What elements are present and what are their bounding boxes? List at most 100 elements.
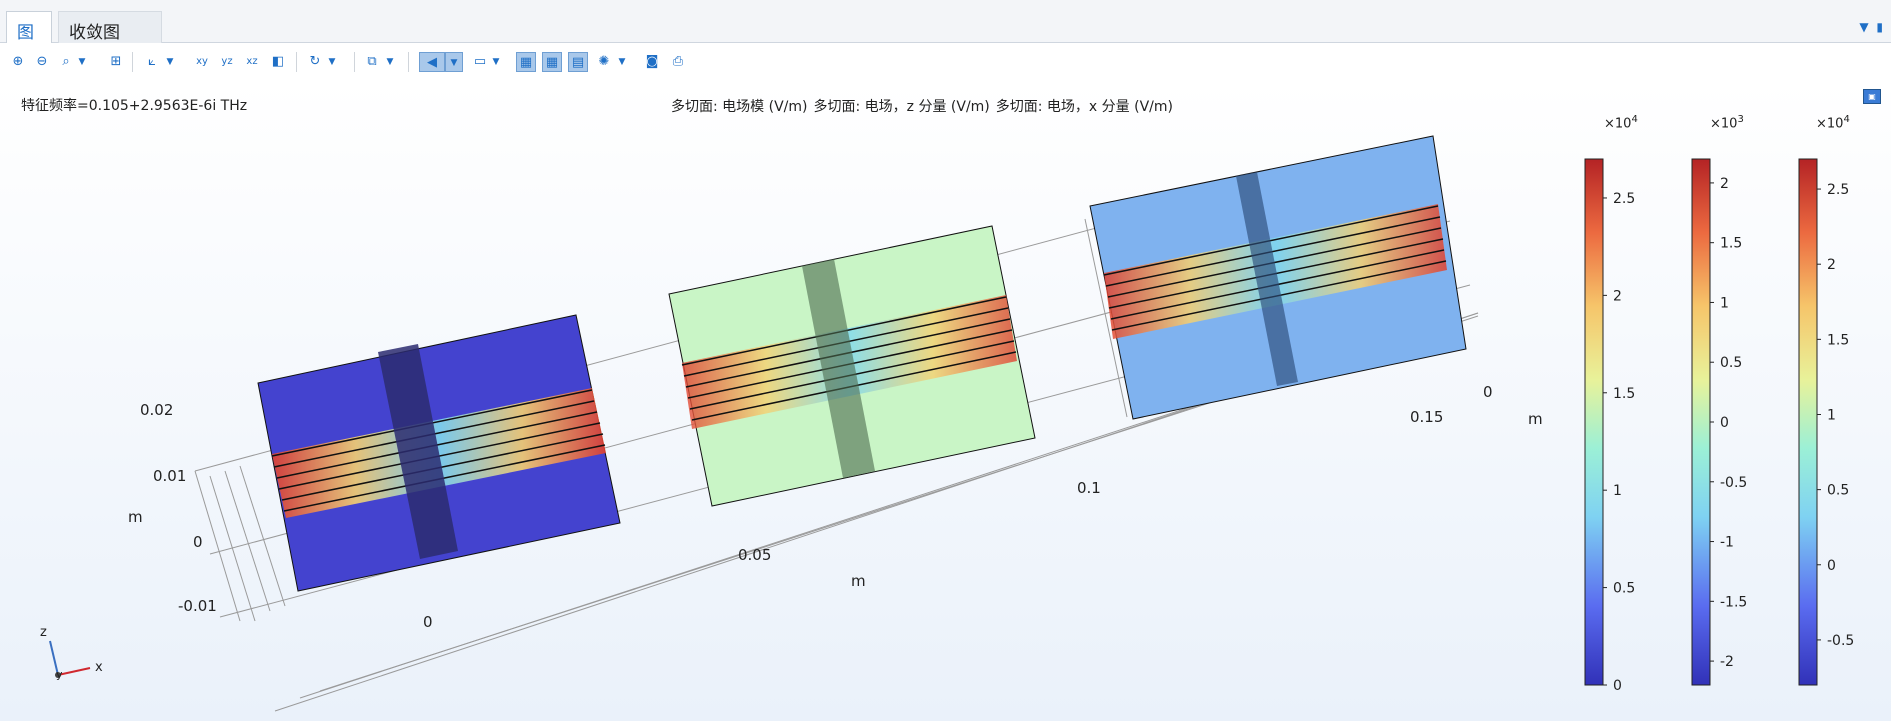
x-tick-label: 0.1 — [1077, 479, 1101, 497]
camera-icon[interactable]: ◙ — [645, 54, 659, 69]
print-icon[interactable]: ⎙ — [672, 54, 684, 69]
plot-title-part: 多切面: 电场，z 分量 (V/m) — [813, 99, 990, 115]
colorbar-tick-label: 0.5 — [1613, 581, 1635, 597]
colorbar-tick-label: -2 — [1720, 654, 1734, 670]
slice-block-norm-cut — [378, 344, 458, 559]
x-tick-label: 0.05 — [738, 546, 771, 564]
chevron-down-icon[interactable]: ▼ — [386, 57, 394, 67]
y-tick-label: 0 — [1483, 383, 1493, 401]
colorbar-tick-label: 1.5 — [1720, 236, 1742, 252]
z-tick-label: 0.01 — [153, 467, 186, 485]
triad-x-label: x — [95, 660, 103, 675]
plot-title: 多切面: 电场模 (V/m) 多切面: 电场，z 分量 (V/m) 多切面: 电场，… — [671, 96, 1173, 116]
chevron-down-icon[interactable]: ▼ — [78, 57, 86, 67]
show-grid-icon[interactable]: ▦ — [542, 52, 562, 72]
colorbar-exponent: ×103 — [1710, 114, 1744, 132]
transparency-icon[interactable]: ◧ — [271, 54, 285, 69]
z-tick-label: 0 — [193, 533, 203, 551]
y-axis-unit: m — [1528, 410, 1543, 428]
colorbar-tick-label: -0.5 — [1827, 633, 1854, 649]
z-tick-label: 0.02 — [140, 401, 173, 419]
view-xy-icon[interactable]: xy — [196, 56, 208, 67]
axis-labels: 0.02 0.01 0 -0.01 m 0 0.05 0.1 0.15 m 0 … — [128, 383, 1543, 631]
colorbar-exponent-power: 4 — [1843, 114, 1850, 125]
chevron-down-icon[interactable]: ▼ — [328, 57, 336, 67]
tab-bar: 图形 收敛图 1✕ ▼ ▮ — [0, 0, 1891, 68]
colorbar-tick-label: 2 — [1613, 288, 1622, 304]
colorbar-exponent: ×104 — [1816, 114, 1850, 132]
colorbar-tick-label: 1.5 — [1613, 386, 1635, 402]
view-xz-icon[interactable]: xz — [246, 56, 258, 67]
colorbar-tick-label: -0.5 — [1720, 475, 1747, 491]
colorbar-tick-label: 2 — [1720, 176, 1729, 192]
zoom-extents-icon[interactable]: ⊞ — [110, 54, 122, 69]
toolbar-divider — [354, 52, 355, 72]
colorbar-tick-label: 0 — [1720, 415, 1729, 431]
render-icon[interactable]: ✺ — [598, 54, 610, 69]
tab-convergence-plot[interactable]: 收敛图 1✕ — [58, 11, 162, 63]
colorbar-tick-label: 0.5 — [1827, 483, 1849, 499]
scene-light-icon[interactable]: ◀ — [419, 52, 445, 72]
rotate-icon[interactable]: ↻ — [309, 54, 321, 69]
colorbar-3 — [1798, 158, 1818, 686]
colorbar-tick-label: 1 — [1827, 407, 1836, 423]
show-legend-icon[interactable]: ▦ — [516, 52, 536, 72]
colorbar-2 — [1691, 158, 1711, 686]
z-tick-label: -0.01 — [178, 597, 217, 615]
plot-title-part: 多切面: 电场，x 分量 (V/m) — [995, 99, 1173, 115]
graphics-toolbar: ⊕ ⊖ ⌕ ▼ ⊞ ⟀ ▼ xy yz xz ◧ ↻ ▼ ⧉ ▼ ◀ ▼ ▭ ▼… — [0, 43, 1891, 81]
z-axis-unit: m — [128, 508, 143, 526]
chevron-down-icon[interactable]: ▼ — [492, 57, 500, 67]
colorbar-1 — [1584, 158, 1604, 686]
zoom-in-icon[interactable]: ⊕ — [12, 54, 24, 69]
colorbar-tick-label: 1.5 — [1827, 332, 1849, 348]
colorbar-tick-label: 2 — [1827, 257, 1836, 273]
x-axis-unit: m — [851, 572, 866, 590]
colorbar-tick-label: -1 — [1720, 535, 1734, 551]
axis-orientation-icon[interactable]: ⟀ — [148, 54, 156, 69]
colorbar-tick-label: 2.5 — [1613, 191, 1635, 207]
toolbar-divider — [132, 52, 133, 72]
colorbar-exponent-power: 4 — [1631, 114, 1638, 125]
colorbar-exponent: ×104 — [1604, 114, 1638, 132]
triad-y-label: y — [56, 668, 63, 681]
colorbar-tick-label: 0.5 — [1720, 355, 1742, 371]
colorbar-tick-label: -1.5 — [1720, 594, 1747, 610]
colorbar-tick-label: 2.5 — [1827, 182, 1849, 198]
colorbar-tick-label: 1 — [1613, 483, 1622, 499]
tab-graphics[interactable]: 图形 — [6, 11, 52, 68]
show-axis-icon[interactable]: ▤ — [568, 52, 588, 72]
chevron-down-icon[interactable]: ▼ — [445, 52, 463, 72]
pin-icon[interactable]: ▮ — [1876, 20, 1883, 34]
x-tick-label: 0 — [423, 613, 433, 631]
chevron-down-icon[interactable]: ▼ — [618, 57, 626, 67]
slice-block-x-cut — [1236, 172, 1298, 386]
colorbar-tick-label: 1 — [1720, 295, 1729, 311]
slice-block-z-cut — [802, 259, 875, 478]
chevron-down-icon[interactable]: ▼ — [166, 57, 174, 67]
axis-triad: z y x — [40, 625, 103, 681]
slice-block-z — [668, 225, 1036, 507]
tab-tools: ▼ ▮ — [1859, 20, 1883, 34]
chevron-down-icon[interactable]: ▼ — [1859, 20, 1869, 34]
snapshot-icon[interactable]: ▣ — [1863, 89, 1881, 104]
view-yz-icon[interactable]: yz — [221, 56, 233, 67]
toolbar-divider — [408, 52, 409, 72]
select-box-icon[interactable]: ▭ — [473, 54, 487, 69]
views-icon[interactable]: ⧉ — [367, 54, 377, 69]
x-tick-label: 0.15 — [1410, 408, 1443, 426]
toolbar-divider — [296, 52, 297, 72]
colorbar-exponent-power: 3 — [1737, 114, 1744, 125]
triad-z-label: z — [40, 625, 47, 640]
colorbar-tick-label: 0 — [1827, 558, 1836, 574]
eigenfrequency-label: 特征频率=0.105+2.9563E-6i THz — [21, 98, 248, 114]
slice-block-norm — [257, 314, 621, 592]
slice-block-x — [1089, 135, 1467, 420]
colorbar-tick-label: 0 — [1613, 678, 1622, 694]
colorbars: 2.5 2 1.5 1 0.5 0 2 1.5 1 0.5 0 -0.5 -1 -1.5 -2 2.5 2 1.5… — [1584, 158, 1854, 694]
graphics-viewport[interactable]: 特征频率=0.105+2.9563E-6i THz 多切面: 电场模 (V/m)… — [0, 81, 1891, 721]
3d-scene: 0.02 0.01 0 -0.01 m 0 0.05 0.1 0.15 m 0 … — [40, 135, 1854, 712]
plot-title-part: 多切面: 电场模 (V/m) — [671, 99, 808, 115]
zoom-out-icon[interactable]: ⊖ — [36, 54, 48, 69]
zoom-box-icon[interactable]: ⌕ — [62, 54, 70, 69]
